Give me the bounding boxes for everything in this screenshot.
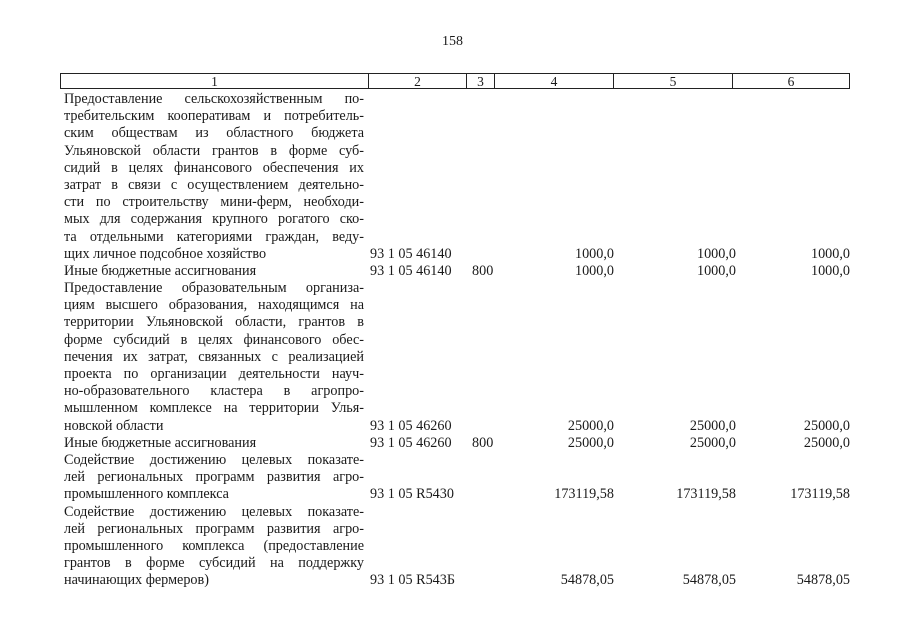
row-value-col6: 173119,58 [790, 486, 850, 503]
description-line: циям высшего образования, находящимся на [64, 297, 364, 314]
description-line: сидий в целях финансового обеспечения их [64, 159, 364, 176]
description-line: промышленного комплекса [64, 486, 229, 503]
table-body: Предоставление сельскохозяйственным по-т… [60, 91, 850, 589]
description-line: ским обществам из областного бюджета [64, 125, 364, 142]
row-value-col4: 1000,0 [574, 262, 614, 279]
row-code: 93 1 05 R543Б [370, 572, 456, 589]
row-value-col6: 1000,0 [810, 245, 850, 262]
header-col-4: 4 [495, 74, 614, 89]
description-line: мышленном комплексе на территории Улья- [64, 400, 364, 417]
row-value-col5: 1000,0 [696, 262, 736, 279]
row-value-col4: 173119,58 [554, 486, 614, 503]
row-value-col4: 25000,0 [567, 434, 614, 451]
row-description: Иные бюджетные ассигнования [60, 435, 364, 452]
description-line: лей региональных программ развития агро- [64, 469, 364, 486]
description-line: Ульяновской области грантов в форме суб- [64, 142, 364, 159]
description-line: затрат в связи с осуществлением деятельн… [64, 176, 364, 193]
table-row: Предоставление сельскохозяйственным по-т… [60, 91, 850, 263]
row-description: Предоставление образовательным организа-… [60, 280, 364, 435]
row-value-col6: 54878,05 [796, 572, 850, 589]
description-line: лей региональных программ развития агро- [64, 520, 364, 537]
row-code: 93 1 05 R5430 [370, 486, 454, 503]
row-expense-type [472, 572, 500, 589]
description-line: печения их затрат, связанных с реализаци… [64, 348, 364, 365]
header-col-2: 2 [369, 74, 467, 89]
description-line: Предоставление сельскохозяйственным по- [64, 91, 364, 107]
description-line: требительским кооперативам и потребитель… [64, 108, 364, 125]
row-value-col5: 173119,58 [676, 486, 736, 503]
table-header: 1 2 3 4 5 6 [60, 73, 850, 89]
table-row: Содействие достижению целевых показате-л… [60, 504, 850, 590]
header-col-5: 5 [614, 74, 733, 89]
row-expense-type [472, 418, 500, 435]
table-row: Иные бюджетные ассигнования 93 1 05 46260… [60, 435, 850, 452]
table-row: Содействие достижению целевых показате-л… [60, 452, 850, 504]
description-line: та отдельными категориями граждан, веду- [64, 228, 364, 245]
description-line: промышленного комплекса (предоставление [64, 537, 364, 554]
row-value-col5: 25000,0 [689, 417, 736, 434]
row-value-col6: 1000,0 [810, 262, 850, 279]
row-value-col6: 25000,0 [803, 417, 850, 434]
description-line: Содействие достижению целевых показате- [64, 503, 364, 520]
header-col-6: 6 [787, 74, 795, 89]
row-description: Иные бюджетные ассигнования [60, 263, 364, 280]
row-code: 93 1 05 46140 [370, 245, 452, 262]
row-value-col5: 1000,0 [696, 245, 736, 262]
description-line: Содействие достижению целевых показате- [64, 451, 364, 468]
description-line: сти по строительству мини-ферм, необходи… [64, 194, 364, 211]
description-line: новской области [64, 417, 164, 434]
header-col-1: 1 [61, 74, 369, 89]
description-line: мых для содержания крупного рогатого ско… [64, 211, 364, 228]
row-value-col4: 25000,0 [567, 417, 614, 434]
page-number: 158 [442, 34, 463, 49]
description-line: Предоставление образовательным организа- [64, 280, 364, 297]
description-line: проекта по организации деятельности науч… [64, 366, 364, 382]
row-value-col4: 1000,0 [574, 245, 614, 262]
description-line: форме субсидий в целях финансового обес- [64, 331, 364, 348]
row-expense-type: 800 [472, 434, 494, 451]
table-row: Предоставление образовательным организа-… [60, 280, 850, 435]
description-line: Иные бюджетные ассигнования [64, 262, 257, 279]
row-value-col5: 54878,05 [682, 572, 736, 589]
row-expense-type [472, 246, 500, 263]
row-description: Содействие достижению целевых показате-л… [60, 504, 364, 590]
row-code: 93 1 05 46260 [370, 417, 452, 434]
header-col-3: 3 [467, 74, 495, 89]
row-value-col6: 25000,0 [803, 434, 850, 451]
description-line: но-образовательного кластера в агропро- [64, 383, 364, 400]
table-row: Иные бюджетные ассигнования 93 1 05 46140… [60, 263, 850, 280]
row-expense-type [472, 486, 500, 503]
row-value-col4: 54878,05 [560, 572, 614, 589]
description-line: грантов в форме субсидий на поддержку [64, 555, 364, 572]
row-description: Предоставление сельскохозяйственным по-т… [60, 91, 364, 263]
description-line: Иные бюджетные ассигнования [64, 434, 257, 451]
row-code: 93 1 05 46140 [370, 262, 452, 279]
row-value-col5: 25000,0 [689, 434, 736, 451]
row-code: 93 1 05 46260 [370, 434, 452, 451]
description-line: начинающих фермеров) [64, 572, 209, 589]
description-line: щих личное подсобное хозяйство [64, 245, 267, 262]
row-expense-type: 800 [472, 262, 494, 279]
description-line: территории Ульяновской области, грантов … [64, 314, 364, 331]
row-description: Содействие достижению целевых показате-л… [60, 452, 364, 504]
